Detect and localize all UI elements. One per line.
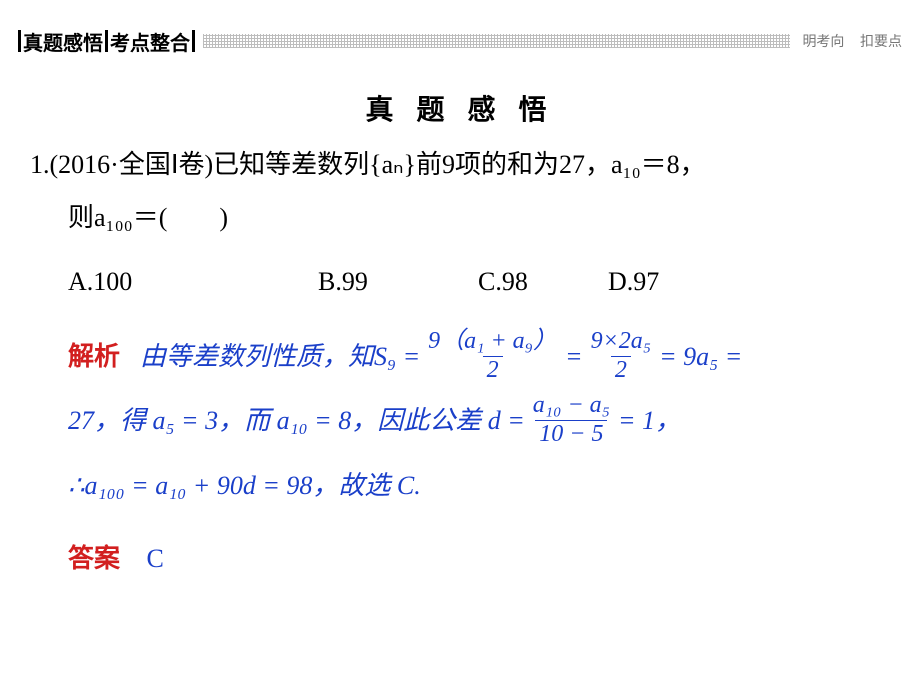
fraction-2: 9×2a₅ 2: [587, 328, 656, 384]
divider-bar: [192, 30, 195, 52]
fraction-1-num: 9（a₁ + a₉）: [424, 328, 561, 356]
fraction-1-den: 2: [483, 356, 503, 385]
solution-row-1: 解析 由等差数列性质，知 S₉ = 9（a₁ + a₉） 2 = 9×2a₅ 2…: [68, 328, 890, 384]
header-section-1: 真题感悟: [23, 27, 103, 56]
fraction-1: 9（a₁ + a₉） 2: [424, 328, 561, 384]
header-right-caption: 明考向 扣要点: [790, 31, 902, 51]
question-stem-1: 已知等差数列{aₙ}前9项的和为27，a₁₀＝8，: [213, 150, 706, 179]
header-dotted-fill: [203, 34, 790, 48]
divider-bar: [18, 30, 21, 52]
fraction-2-num: 9×2a₅: [587, 328, 656, 356]
solution-row-3: ∴a₁₀₀ = a₁₀ + 90d = 98，故选 C.: [68, 461, 890, 510]
header-left-title: 真题感悟 考点整合: [18, 27, 203, 56]
question-line-1: 1.(2016·全国Ⅰ卷)已知等差数列{aₙ}前9项的和为27，a₁₀＝8，: [30, 140, 890, 189]
main-content: 1.(2016·全国Ⅰ卷)已知等差数列{aₙ}前9项的和为27，a₁₀＝8， 则…: [30, 140, 890, 583]
divider-bar: [105, 30, 108, 52]
page-header: 真题感悟 考点整合 明考向 扣要点: [18, 28, 902, 54]
header-right-1: 明考向: [802, 33, 844, 49]
header-right-2: 扣要点: [860, 33, 902, 49]
option-b: B.99: [318, 257, 478, 306]
header-section-2: 考点整合: [110, 27, 190, 56]
option-a: A.100: [68, 257, 318, 306]
fraction-2-den: 2: [611, 356, 631, 385]
solution-s9: S₉ =: [374, 332, 420, 381]
question-line-2: 则a₁₀₀＝( ): [30, 193, 890, 242]
option-d: D.97: [608, 257, 659, 306]
solution-text-2b: = 1，: [618, 396, 681, 445]
solution-text-2a: 27，得 a₅ = 3，而 a₁₀ = 8，因此公差 d =: [68, 396, 525, 445]
solution-text-1b: = 9a₅ =: [659, 332, 742, 381]
answer-options: A.100 B.99 C.98 D.97: [30, 257, 890, 306]
solution-block: 解析 由等差数列性质，知 S₉ = 9（a₁ + a₉） 2 = 9×2a₅ 2…: [30, 328, 890, 510]
fraction-3: a₁₀ − a₅ 10 − 5: [529, 392, 614, 448]
answer-label: 答案: [68, 544, 120, 573]
fraction-3-num: a₁₀ − a₅: [529, 392, 614, 420]
fraction-3-den: 10 − 5: [535, 420, 607, 449]
solution-label: 解析: [68, 332, 120, 381]
answer-value: C: [147, 544, 164, 573]
equals-1: =: [565, 332, 583, 381]
solution-text-1a: 由等差数列性质，知: [140, 332, 374, 381]
answer-row: 答案 C: [30, 534, 890, 583]
page-title: 真 题 感 悟: [0, 88, 920, 128]
question-number: 1.: [30, 150, 50, 179]
option-c: C.98: [478, 257, 608, 306]
solution-row-2: 27，得 a₅ = 3，而 a₁₀ = 8，因此公差 d = a₁₀ − a₅ …: [68, 392, 890, 448]
question-source: (2016·全国Ⅰ卷): [50, 150, 214, 179]
